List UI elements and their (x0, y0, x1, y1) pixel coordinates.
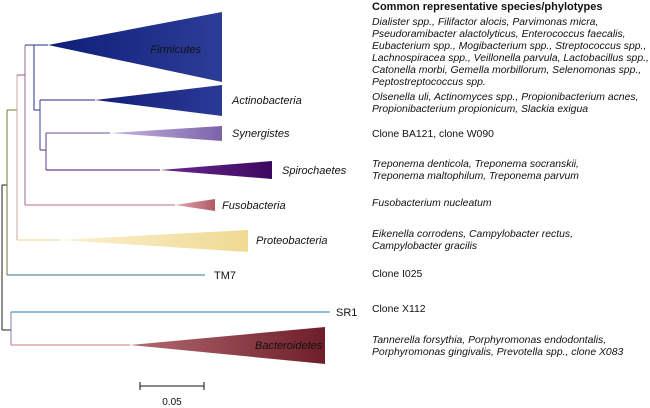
species-tm7: Clone I025 (372, 269, 422, 281)
species-line: Treponema denticola, Treponema socranski… (372, 159, 579, 170)
species-line: Treponema maltophilum, Treponema parvum (372, 171, 579, 182)
label-fusobacteria: Fusobacteria (222, 200, 286, 212)
species-line: Dialister spp., Filifactor alocis, Parvi… (372, 17, 599, 28)
species-line: Campylobacter gracilis (372, 241, 478, 252)
clade-firmicutes (48, 12, 222, 82)
species-line: Peptostreptococcus spp. (372, 77, 486, 88)
clade-proteobacteria (60, 230, 248, 252)
label-spirochaetes: Spirochaetes (282, 165, 347, 177)
clade-fusobacteria (175, 199, 215, 211)
species-actinobacteria: Olsenella uli, Actinomyces spp., Propion… (372, 92, 638, 116)
species-line: Olsenella uli, Actinomyces spp., Propion… (372, 92, 639, 103)
species-firmicutes: Dialister spp., Filifactor alocis, Parvi… (372, 17, 649, 89)
scale-bar (139, 382, 205, 390)
species-line: Eikenella corrodens, Campylobacter rectu… (372, 229, 573, 240)
species-spirochaetes: Treponema denticola, Treponema socranski… (372, 159, 579, 183)
species-line: Tannerella forsythia, Porphyromonas endo… (372, 335, 607, 346)
clade-synergistes (110, 126, 222, 141)
species-line: Fusobacterium nucleatum (372, 198, 492, 209)
label-actinobacteria: Actinobacteria (231, 95, 302, 107)
clade-triangles (48, 12, 325, 364)
species-line: Clone X112 (372, 304, 426, 315)
label-tm7: TM7 (214, 270, 236, 282)
species-bacteroidetes: Tannerella forsythia, Porphyromonas endo… (372, 335, 623, 359)
species-panel-title: Common representative species/phylotypes (372, 1, 603, 13)
label-proteobacteria: Proteobacteria (256, 235, 328, 247)
species-proteobacteria: Eikenella corrodens, Campylobacter rectu… (372, 229, 573, 253)
species-synergistes: Clone BA121, clone W090 (372, 129, 494, 141)
clade-actinobacteria (95, 85, 222, 116)
species-line: Propionibacterium propionicum, Slackia e… (372, 104, 589, 115)
clade-bacteroidetes (130, 327, 325, 364)
species-line: Clone BA121, clone W090 (372, 129, 494, 140)
clade-labels: Firmicutes Actinobacteria Synergistes Sp… (150, 44, 357, 352)
species-line: Lachnospiracea spp., Veillonella parvula… (372, 53, 649, 64)
species-sr1: Clone X112 (372, 304, 426, 316)
clade-spirochaetes (160, 161, 272, 179)
label-bacteroidetes: Bacteroidetes (255, 340, 323, 352)
phylogenetic-tree: Firmicutes Actinobacteria Synergistes Sp… (1, 12, 357, 408)
label-synergistes: Synergistes (232, 128, 290, 140)
species-fusobacteria: Fusobacterium nucleatum (372, 198, 492, 210)
species-line: Clone I025 (372, 269, 423, 280)
label-sr1: SR1 (336, 307, 357, 319)
label-firmicutes: Firmicutes (150, 44, 201, 56)
species-line: Catonella morbi, Gemella morbillorum, Se… (372, 65, 642, 76)
tree-branches (1, 44, 330, 346)
scale-bar-label: 0.05 (162, 397, 182, 408)
species-line: Porphyromonas gingivalis, Prevotella spp… (372, 347, 624, 358)
species-line: Eubacterium spp., Mogibacterium spp., St… (372, 41, 647, 52)
species-line: Pseudoramibacter alactolyticus, Enteroco… (372, 29, 626, 40)
